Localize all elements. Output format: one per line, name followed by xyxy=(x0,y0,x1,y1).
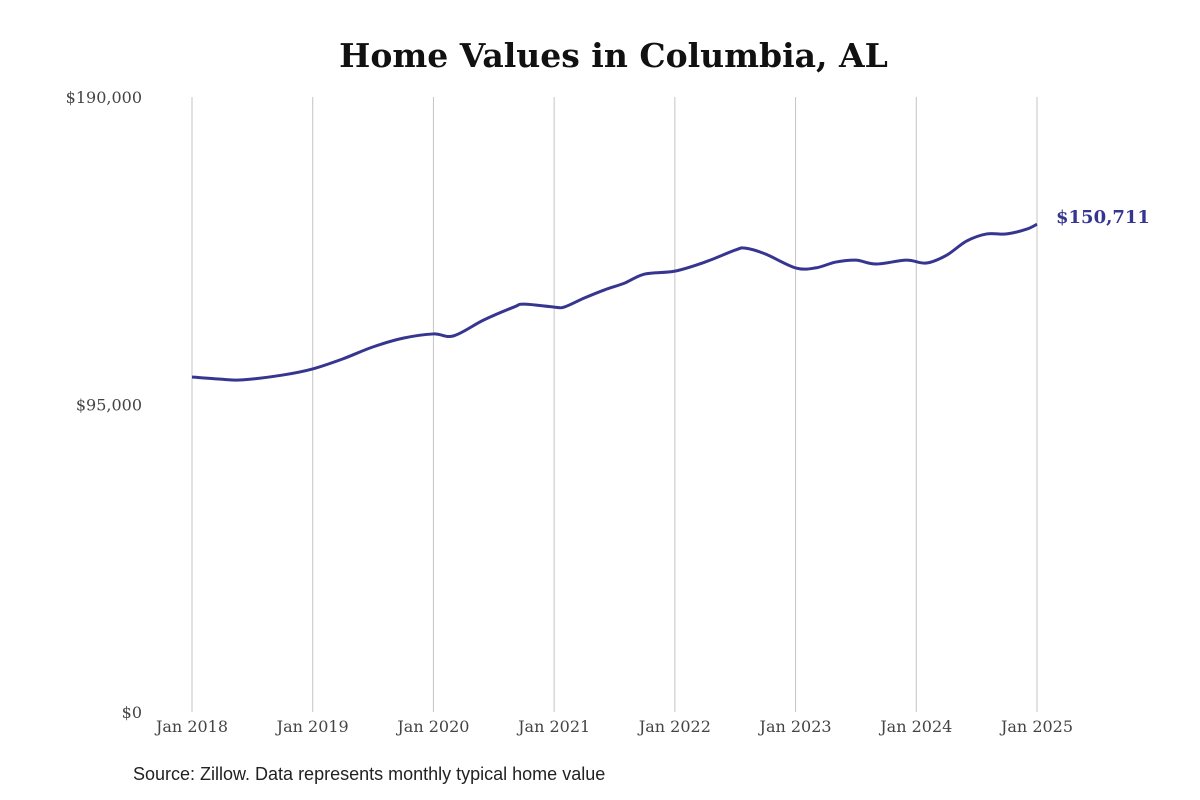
y-tick-label: $0 xyxy=(122,703,142,722)
end-value-label: $150,711 xyxy=(1056,207,1150,228)
x-tick-label: Jan 2025 xyxy=(999,717,1073,736)
x-tick-label: Jan 2019 xyxy=(275,717,349,736)
x-tick-label: Jan 2021 xyxy=(516,717,590,736)
y-tick-label: $190,000 xyxy=(66,88,142,107)
x-tick-label: Jan 2022 xyxy=(637,717,711,736)
chart-title: Home Values in Columbia, AL xyxy=(339,36,888,75)
x-tick-label: Jan 2018 xyxy=(154,717,228,736)
y-tick-label: $95,000 xyxy=(76,396,142,415)
x-tick-label: Jan 2024 xyxy=(878,717,952,736)
x-tick-label: Jan 2020 xyxy=(395,717,469,736)
series-line xyxy=(191,222,1038,382)
source-note: Source: Zillow. Data represents monthly … xyxy=(133,764,606,784)
x-tick-label: Jan 2023 xyxy=(758,717,832,736)
